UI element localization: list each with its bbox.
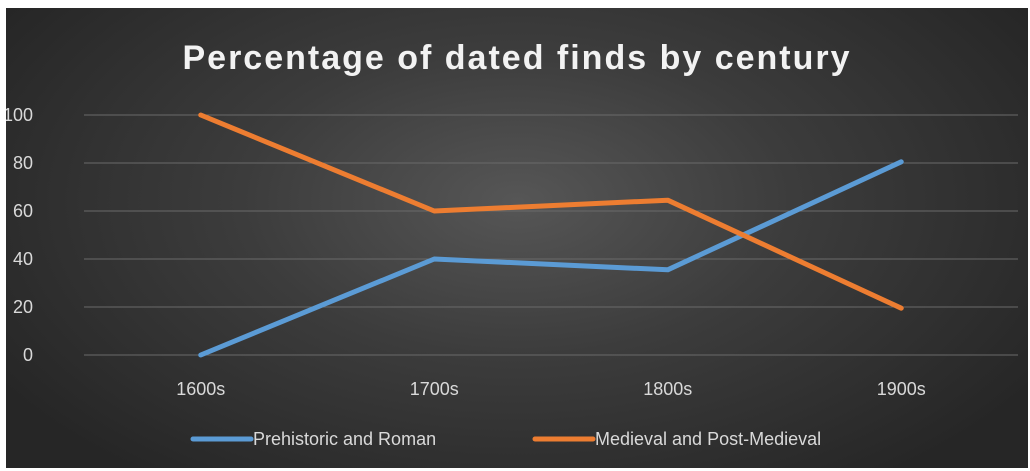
- legend-label-0: Prehistoric and Roman: [253, 429, 436, 449]
- chart-title: Percentage of dated finds by century: [182, 39, 851, 77]
- y-tick-label-100: 100: [6, 105, 33, 125]
- chart-area: Percentage of dated finds by century 0 20…: [6, 8, 1028, 468]
- data-point-0-1: [433, 258, 435, 260]
- legend-label-1: Medieval and Post-Medieval: [595, 429, 821, 449]
- data-point-1-2: [667, 199, 669, 201]
- y-tick-label-60: 60: [13, 201, 33, 221]
- data-point-1-1: [433, 210, 435, 212]
- series-lines: [198, 112, 904, 358]
- data-point-0-3: [900, 161, 902, 163]
- y-tick-label-0: 0: [23, 345, 33, 365]
- y-tick-label-80: 80: [13, 153, 33, 173]
- x-tick-label-1800s: 1800s: [643, 379, 692, 399]
- x-axis-ticks: 1600s 1700s 1800s 1900s: [176, 379, 926, 399]
- x-tick-label-1700s: 1700s: [410, 379, 459, 399]
- series-line-0: [198, 159, 904, 358]
- data-point-1-3: [900, 307, 902, 309]
- legend: Prehistoric and Roman Medieval and Post-M…: [190, 429, 821, 449]
- data-point-0-2: [667, 269, 669, 271]
- x-tick-label-1900s: 1900s: [877, 379, 926, 399]
- series-line-1: [198, 112, 904, 311]
- y-tick-label-40: 40: [13, 249, 33, 269]
- x-tick-label-1600s: 1600s: [176, 379, 225, 399]
- data-point-1-0: [200, 114, 202, 116]
- data-point-0-0: [200, 354, 202, 356]
- y-tick-label-20: 20: [13, 297, 33, 317]
- line-chart: Percentage of dated finds by century 0 20…: [6, 39, 1018, 449]
- gridlines: [84, 114, 1018, 356]
- y-axis-ticks: 0 20 40 60 80 100: [6, 105, 33, 365]
